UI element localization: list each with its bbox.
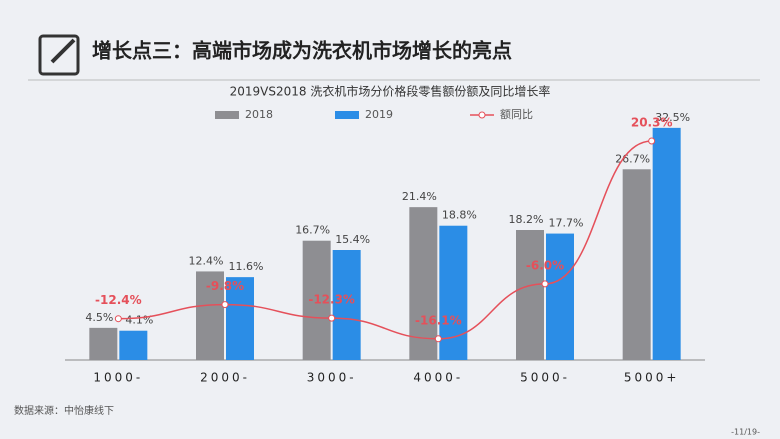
chart-title: 2019VS2018 洗衣机市场分价格段零售额份额及同比增长率 — [230, 84, 551, 99]
legend-marker — [478, 111, 486, 119]
data-label: 4.5% — [85, 311, 113, 324]
growth-label: -9.8% — [206, 279, 244, 293]
edit-icon — [38, 34, 80, 76]
data-label: 17.7% — [549, 217, 584, 230]
growth-label: -12.3% — [308, 293, 355, 307]
edit-icon-pen — [50, 38, 76, 64]
growth-label: -12.4% — [95, 293, 142, 307]
bar — [516, 230, 544, 360]
bar — [652, 127, 681, 360]
bar — [302, 240, 331, 360]
legend-swatch — [335, 111, 359, 119]
bar — [332, 250, 361, 360]
legend-label: 2019 — [365, 108, 393, 121]
growth-point — [434, 335, 442, 343]
data-label: 26.7% — [615, 152, 650, 165]
data-label: 21.4% — [402, 190, 437, 203]
x-tick-label: 4000- — [413, 371, 463, 385]
bar — [409, 207, 438, 360]
data-label: 18.8% — [442, 209, 477, 222]
growth-label: -6.0% — [526, 258, 564, 272]
growth-point — [114, 315, 122, 323]
legend-label: 额同比 — [500, 108, 533, 121]
growth-label: -16.1% — [415, 313, 462, 327]
bar — [89, 327, 118, 360]
data-label: 12.4% — [189, 254, 224, 267]
growth-label: 20.3% — [631, 115, 673, 129]
x-tick-label: 3000- — [307, 371, 357, 385]
bar — [226, 277, 254, 360]
legend-swatch — [215, 111, 239, 119]
source: 数据来源：中怡康线下 — [14, 404, 114, 417]
growth-point — [328, 314, 336, 322]
data-label: 4.1% — [125, 314, 153, 327]
bar — [119, 330, 148, 360]
data-label: 11.6% — [229, 260, 264, 273]
bar — [546, 233, 574, 360]
growth-point — [648, 137, 656, 145]
x-tick-label: 2000- — [200, 371, 250, 385]
heading: 增长点三：高端市场成为洗衣机市场增长的亮点 — [92, 39, 512, 63]
legend-label: 2018 — [245, 108, 273, 121]
data-label: 15.4% — [335, 233, 370, 246]
bar — [439, 225, 468, 360]
page-number: -11/19- — [731, 428, 760, 437]
x-tick-label: 5000- — [520, 371, 570, 385]
data-label: 18.2% — [509, 213, 544, 226]
growth-point — [221, 301, 229, 309]
bar — [622, 169, 651, 360]
x-tick-label: 5000+ — [624, 371, 680, 385]
data-label: 16.7% — [295, 224, 330, 237]
data-label: 32.5% — [655, 111, 690, 124]
x-tick-label: 1000- — [93, 371, 143, 385]
bar — [196, 271, 224, 360]
growth-point — [541, 280, 549, 288]
